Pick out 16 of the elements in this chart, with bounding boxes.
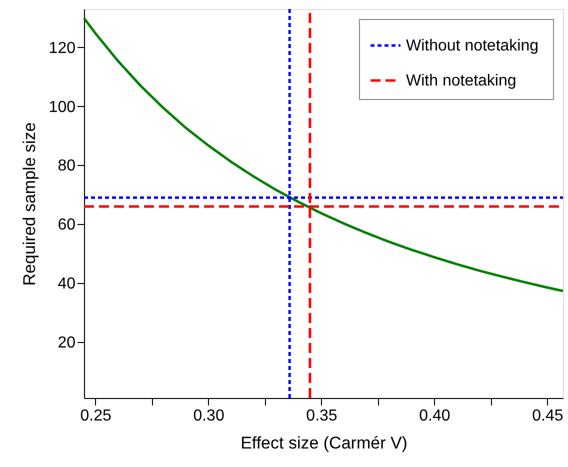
text: 0.30 [193,408,224,424]
x-axis-title: Effect size (Carmér V) [240,434,408,452]
y-tick-label: 60 [58,216,76,234]
x-tick-label: 0.45 [532,408,564,424]
line-series [82,16,564,292]
y-tick-label: 20 [58,334,76,352]
legend-label: Without notetaking [406,38,539,54]
y-tick-label: 80 [58,158,76,175]
x-tick-label: 0.25 [80,408,112,424]
x-tick-label: 0.35 [306,408,338,424]
y-tick-label: 40 [58,276,76,293]
y-tick-label: 120 [48,40,76,57]
y-axis-title: Required sample size [20,122,39,286]
text: 0.40 [419,408,450,424]
y-tick-label: 100 [48,98,76,116]
legend-label: With notetaking [406,72,516,90]
